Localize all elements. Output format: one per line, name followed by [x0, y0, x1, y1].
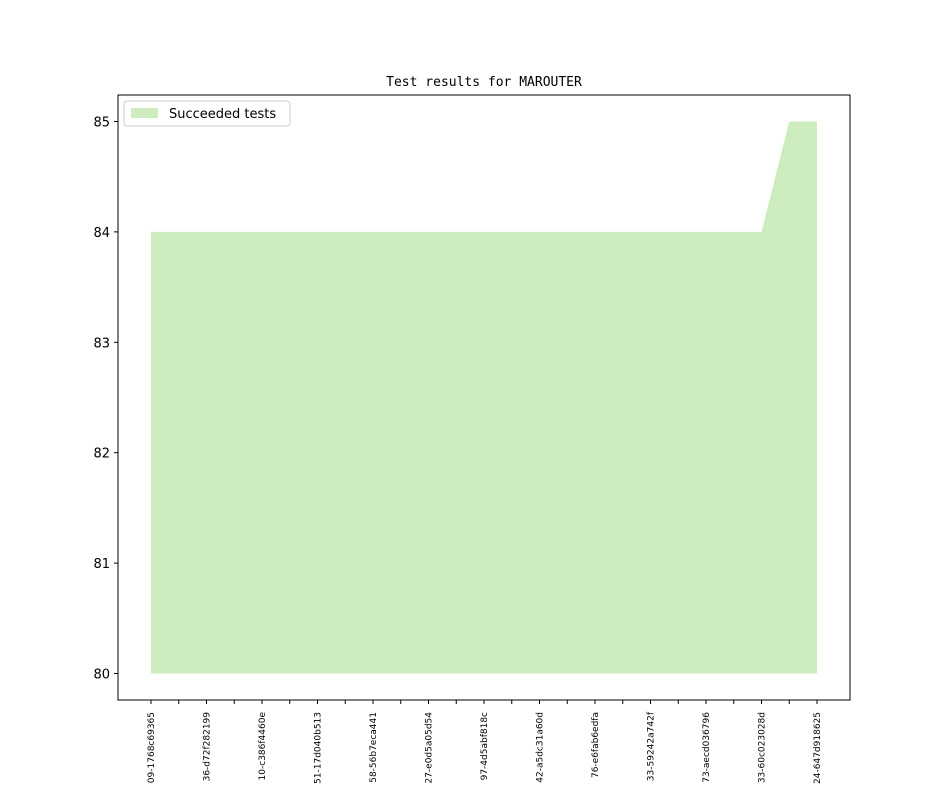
x-tick-label: 73-aecd036796	[702, 712, 712, 783]
x-tick-label: 24-647d918625	[813, 712, 823, 784]
y-tick-label: 83	[93, 336, 110, 351]
y-tick-label: 85	[93, 115, 110, 130]
x-tick-label: 51-17d040b513	[314, 712, 324, 784]
x-tick-label: 36-d72f282199	[203, 712, 213, 782]
y-tick-label: 81	[93, 557, 110, 572]
chart-title: Test results for MAROUTER	[386, 75, 582, 90]
x-tick-label: 10-c386f4460e	[258, 712, 268, 781]
x-tick-label: 97-4d5abf818c	[480, 712, 490, 780]
x-tick-label: 27-e0d5a05d54	[425, 712, 435, 784]
x-tick-label: 42-a5dc31a60d	[536, 712, 546, 783]
legend-label: Succeeded tests	[169, 107, 276, 122]
x-tick-label: 76-e6fab6edfa	[591, 712, 601, 778]
x-tick-label: 09-1768c69365	[147, 712, 157, 783]
y-tick-label: 84	[93, 226, 110, 241]
x-tick-label: 33-60c023028d	[758, 712, 768, 783]
y-tick-label: 82	[93, 447, 110, 462]
area	[151, 121, 817, 674]
x-tick-label: 33-59242a742f	[647, 711, 657, 781]
legend: Succeeded tests	[123, 100, 291, 127]
legend-frame	[123, 100, 291, 127]
y-tick-label: 80	[93, 668, 110, 683]
legend-swatch	[131, 108, 158, 118]
x-tick-label: 58-56b7eca441	[369, 712, 379, 783]
